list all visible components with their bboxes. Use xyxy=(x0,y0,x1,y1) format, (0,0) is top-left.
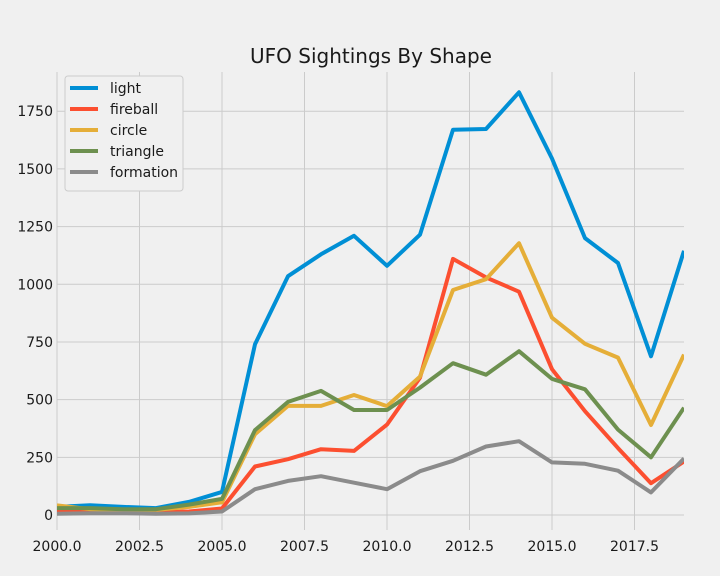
series-line-triangle xyxy=(57,349,684,512)
legend-label-circle: circle xyxy=(110,123,147,139)
y-tick-label: 250 xyxy=(26,450,53,466)
legend-box xyxy=(64,75,184,192)
y-tick-label: 1250 xyxy=(17,220,53,236)
series-lines xyxy=(57,90,684,516)
x-tick-label: 2007.5 xyxy=(280,539,329,555)
x-tick-label: 2010.0 xyxy=(363,539,412,555)
y-tick-label: 1500 xyxy=(17,162,53,178)
x-tick-label: 2005.0 xyxy=(198,539,247,555)
x-tick-label: 2000.0 xyxy=(33,539,82,555)
axis-tick-labels: 0 250 500 750 1000 1250 1500 1750 2000.0 2002.5 20… xyxy=(17,104,659,555)
series-line-formation xyxy=(57,439,684,516)
legend-label-triangle: triangle xyxy=(110,144,164,160)
legend-label-formation: formation xyxy=(110,165,178,181)
chart-title: UFO Sightings By Shape xyxy=(250,44,492,68)
x-tick-label: 2012.5 xyxy=(445,539,494,555)
y-tick-label: 1750 xyxy=(17,104,53,120)
y-tick-label: 500 xyxy=(26,393,53,409)
legend-label-fireball: fireball xyxy=(110,102,158,118)
y-tick-label: 750 xyxy=(26,335,53,351)
x-tick-label: 2002.5 xyxy=(115,539,164,555)
y-tick-label: 0 xyxy=(44,508,53,524)
x-tick-label: 2017.5 xyxy=(610,539,659,555)
y-tick-label: 1000 xyxy=(17,277,53,293)
legend: light fireball circle triangle formation xyxy=(64,75,184,192)
x-tick-label: 2015.0 xyxy=(528,539,577,555)
legend-label-light: light xyxy=(110,81,142,97)
